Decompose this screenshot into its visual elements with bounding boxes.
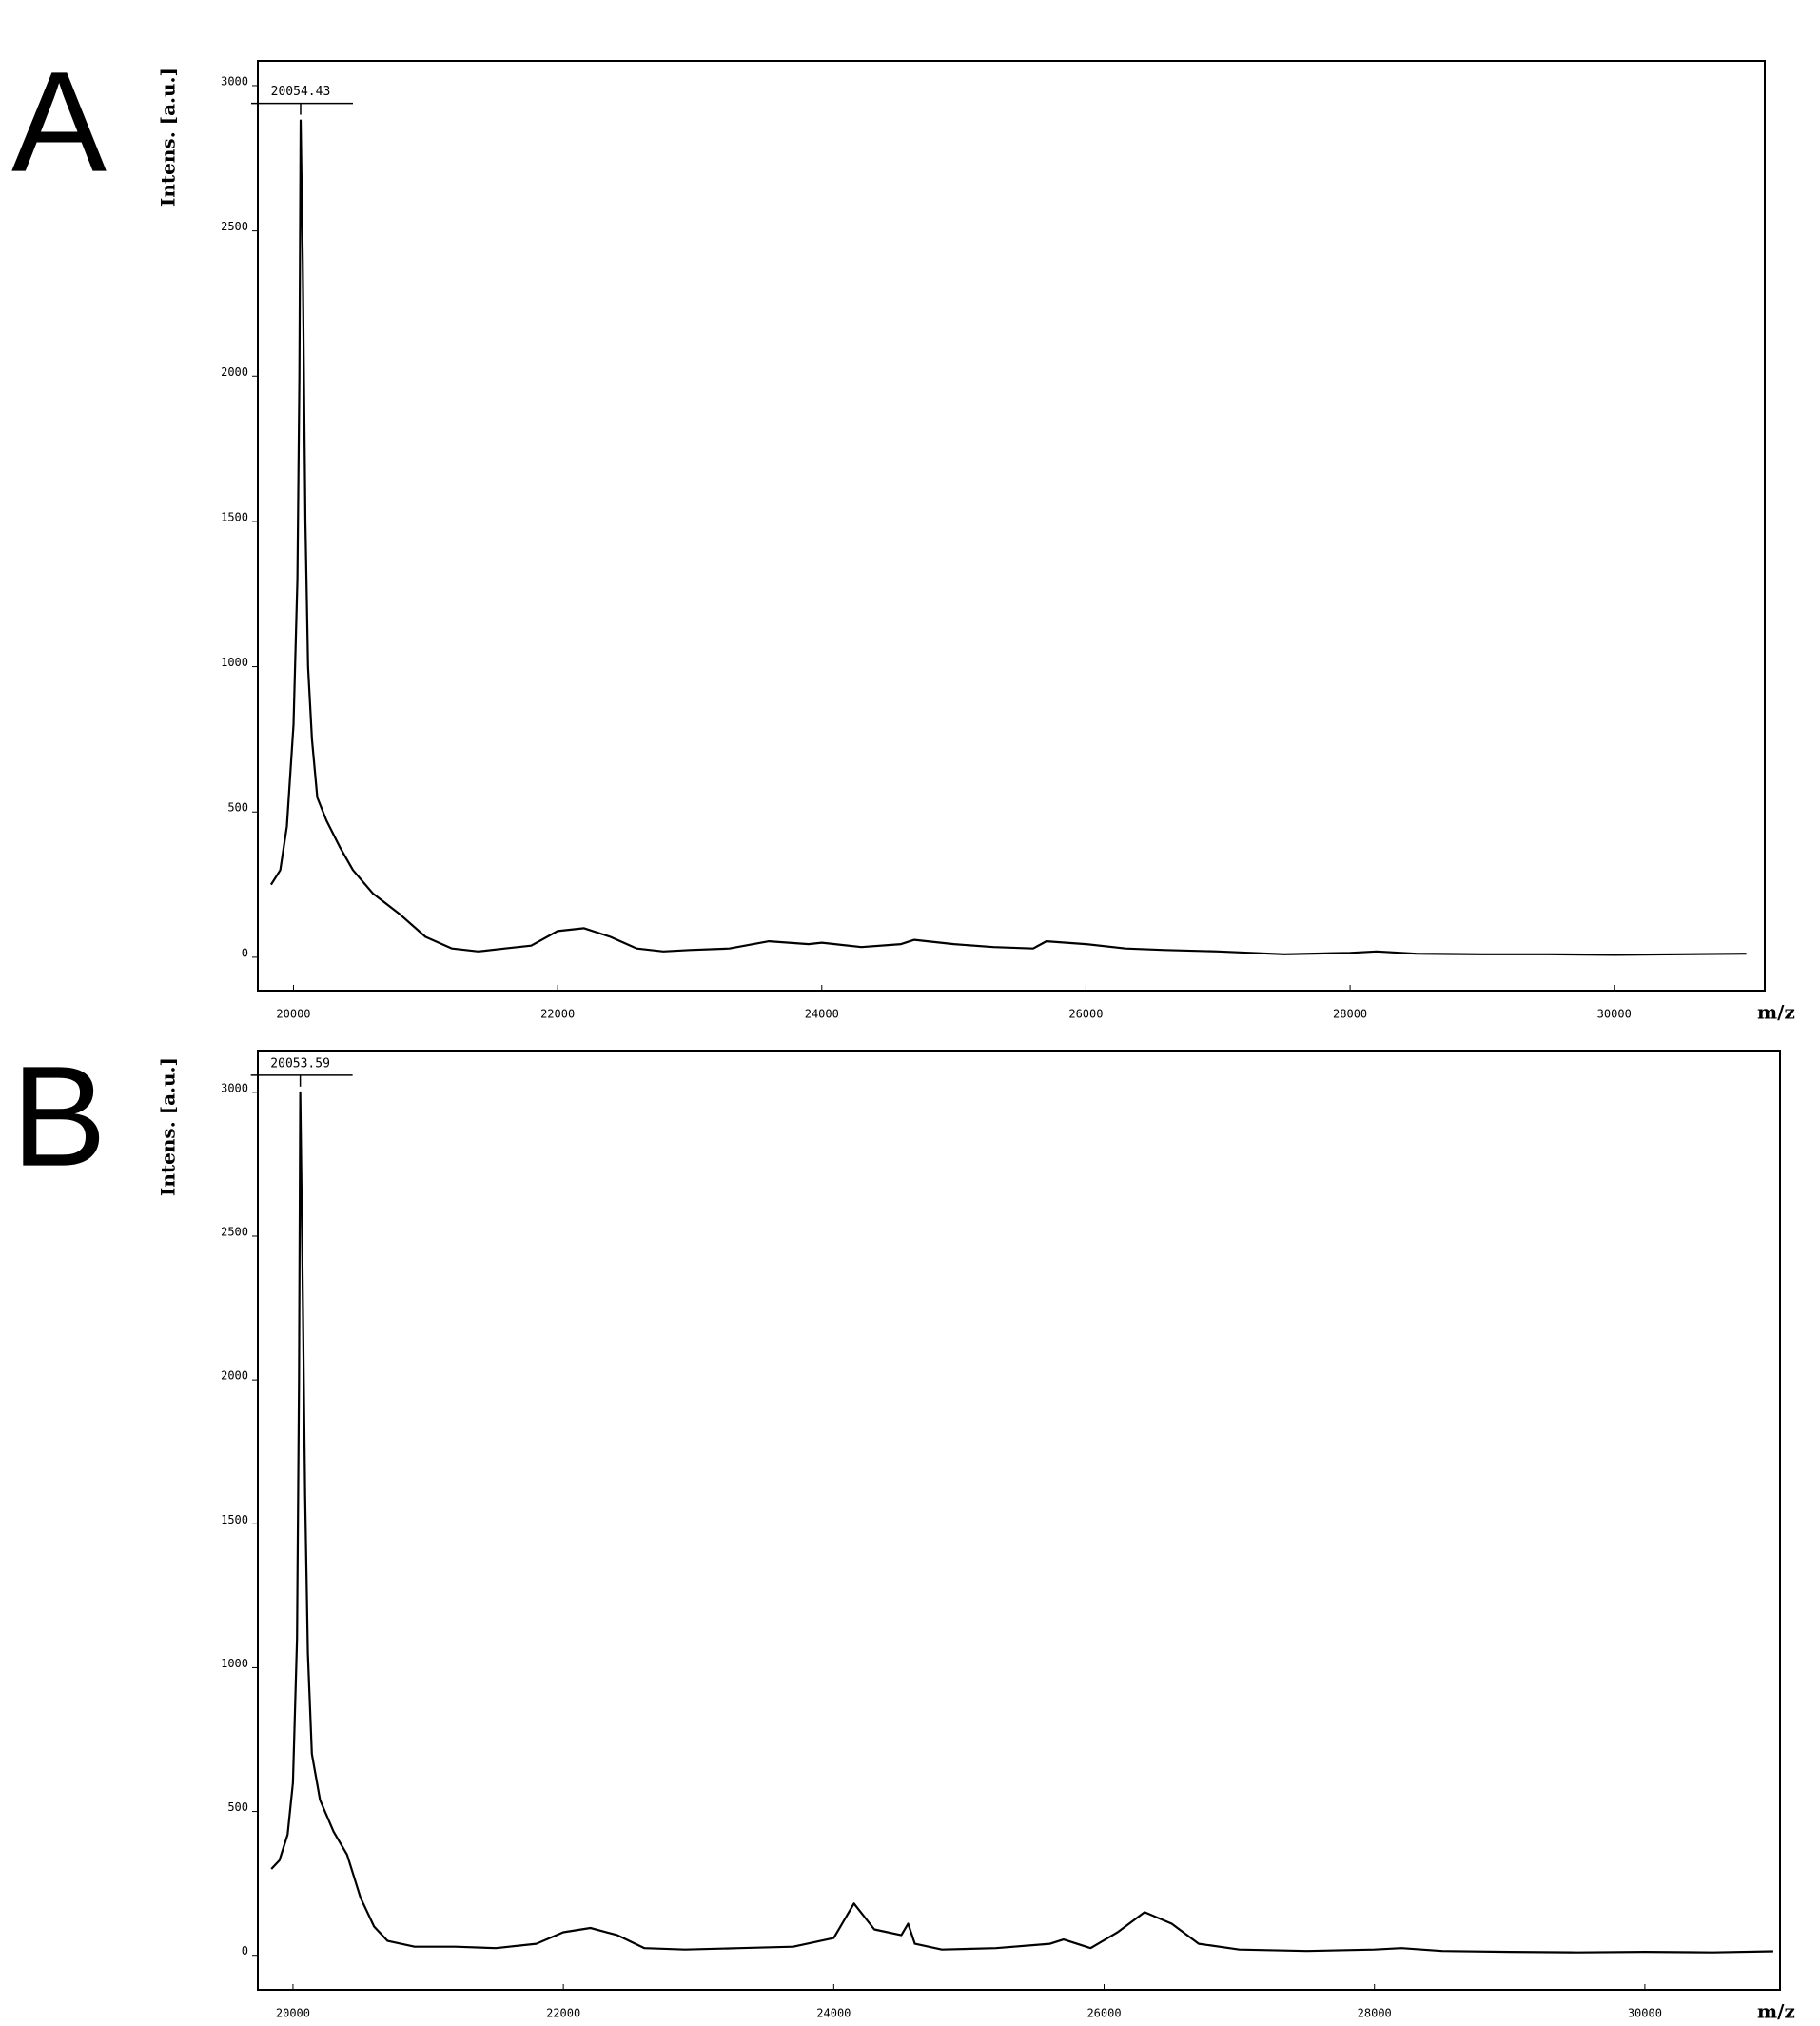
y-tick-label: 500 [227, 1800, 248, 1814]
y-axis-label: Intens. [a.u.] [157, 1057, 180, 1196]
x-tick-label: 20000 [276, 2007, 310, 2020]
x-axis-label: m/z [1757, 2000, 1795, 2023]
y-tick-label: 2000 [221, 1369, 248, 1383]
spectrum-line [270, 1091, 1773, 1954]
panel-label: A [11, 42, 107, 202]
x-tick-label: 24000 [805, 1008, 839, 1021]
peak-annotation: 20054.43 [271, 85, 331, 99]
x-tick-label: 28000 [1333, 1008, 1367, 1021]
x-tick-label: 22000 [540, 1008, 575, 1021]
x-tick-label: 30000 [1597, 1008, 1632, 1021]
x-tick-label: 20000 [276, 1008, 310, 1021]
y-tick-label: 2500 [221, 1225, 248, 1238]
y-tick-label: 1000 [221, 656, 248, 669]
x-tick-label: 22000 [546, 2007, 580, 2020]
y-tick-label: 3000 [221, 1081, 248, 1094]
x-tick-label: 26000 [1086, 2007, 1121, 2020]
y-tick-label: 1500 [221, 510, 248, 523]
y-tick-label: 1000 [221, 1657, 248, 1670]
plot-frame [257, 60, 1766, 992]
y-tick-label: 500 [227, 801, 248, 815]
y-tick-label: 3000 [221, 74, 248, 88]
x-tick-label: 28000 [1358, 2007, 1392, 2020]
y-tick-label: 2000 [221, 365, 248, 379]
y-tick-label: 0 [242, 946, 248, 959]
spectrum-line [269, 119, 1747, 956]
y-axis-label: Intens. [a.u.] [157, 68, 180, 207]
x-tick-label: 24000 [816, 2007, 851, 2020]
x-axis-label: m/z [1757, 1001, 1795, 1024]
y-tick-label: 0 [242, 1944, 248, 1957]
x-tick-label: 30000 [1628, 2007, 1662, 2020]
panel-label: B [11, 1036, 107, 1196]
y-tick-label: 2500 [221, 220, 248, 233]
x-tick-label: 26000 [1068, 1008, 1103, 1021]
peak-annotation: 20053.59 [270, 1056, 330, 1071]
y-tick-label: 1500 [221, 1513, 248, 1526]
plot-frame [257, 1050, 1781, 1991]
